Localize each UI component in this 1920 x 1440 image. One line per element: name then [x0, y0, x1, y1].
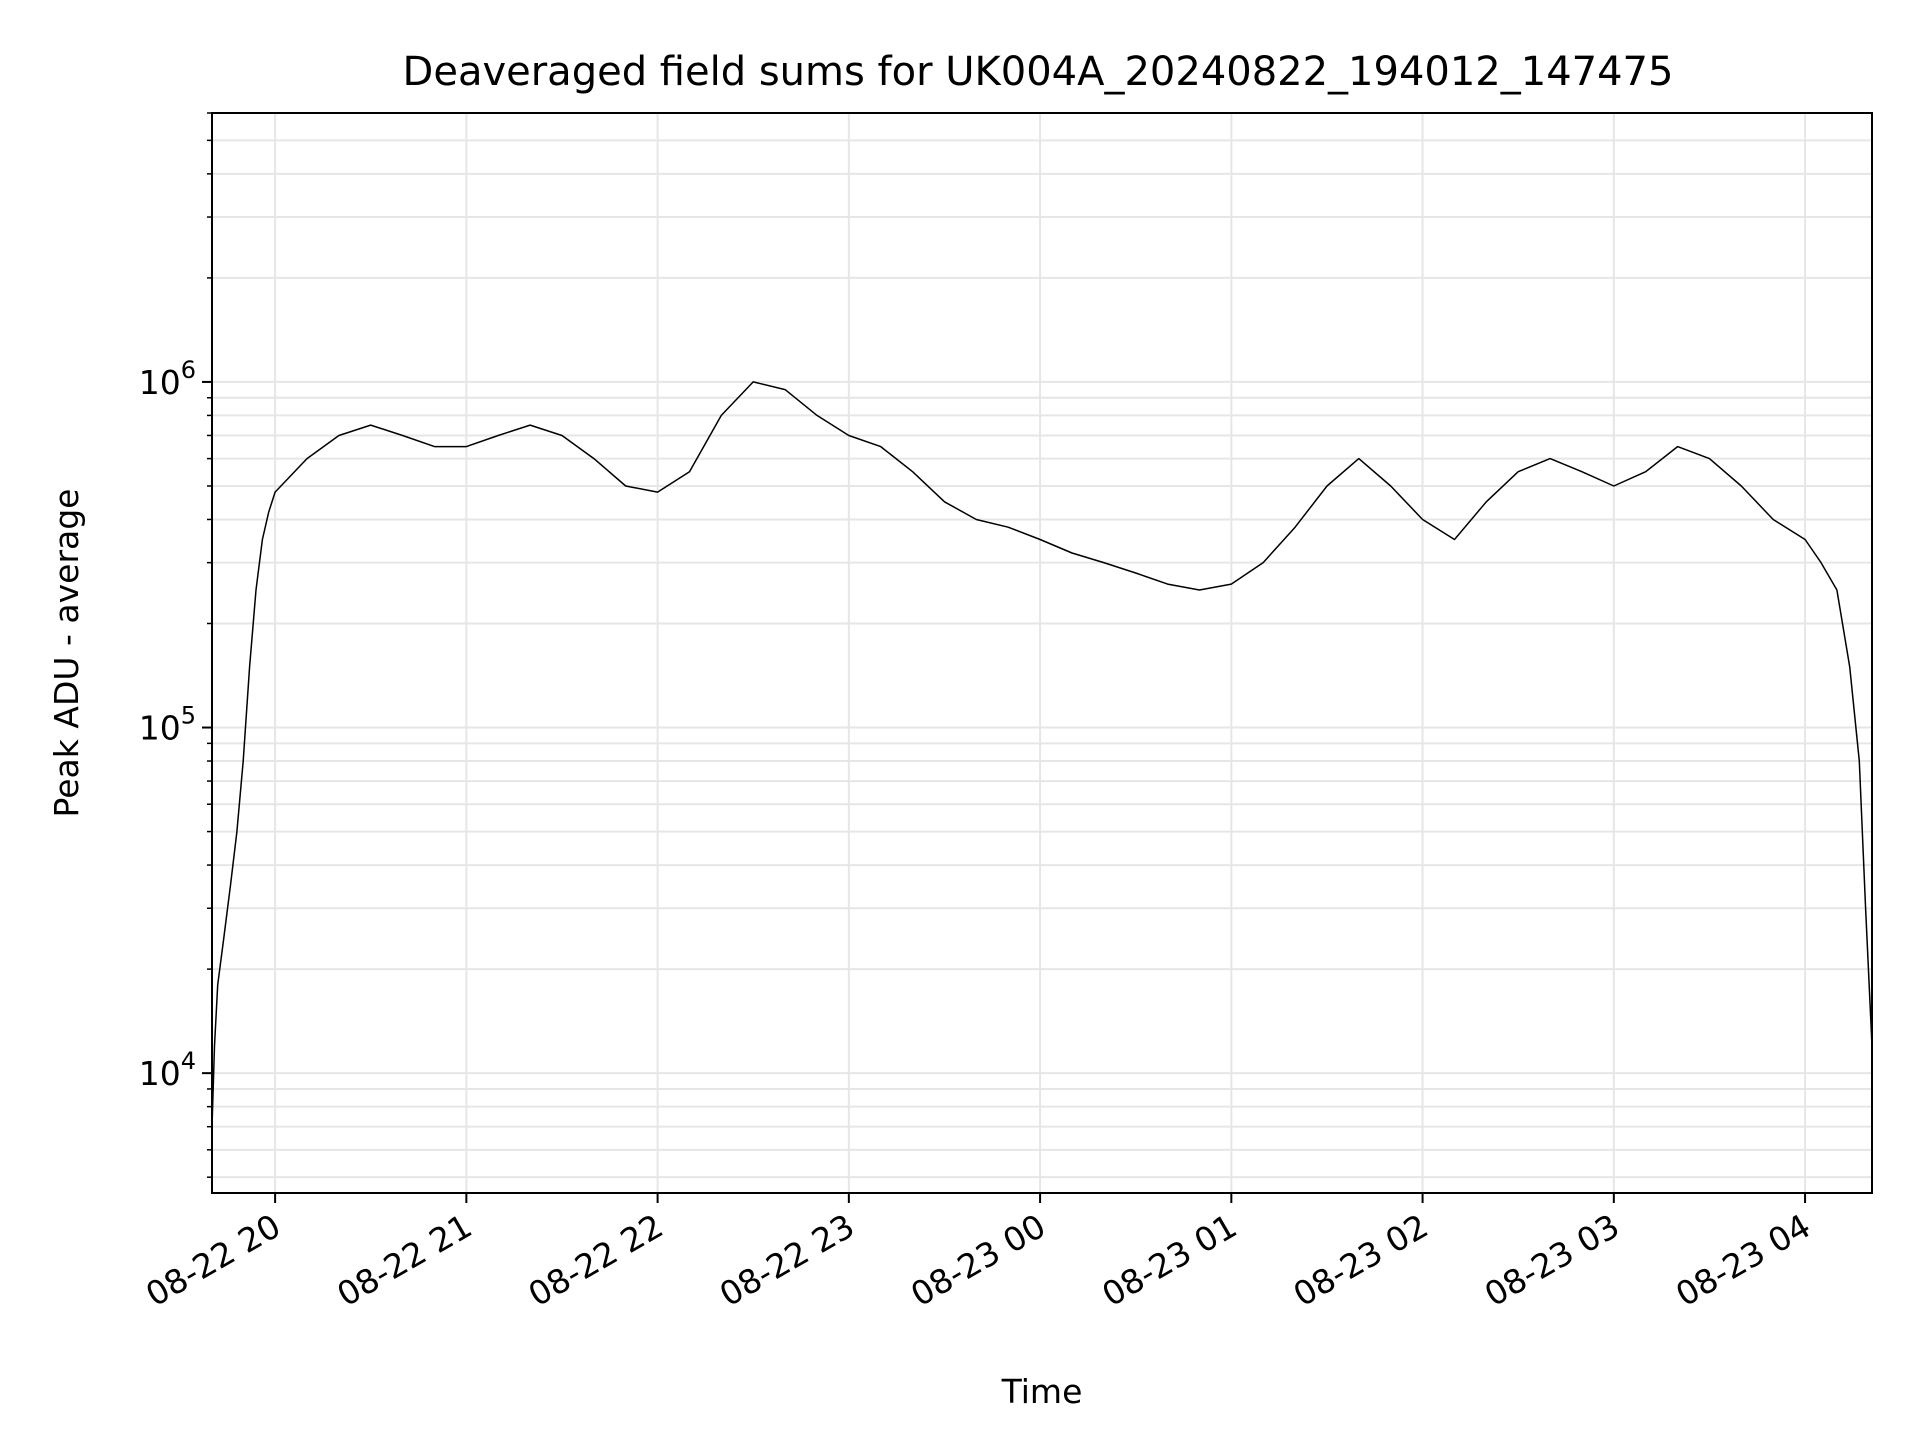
x-tick-label: 08-23 03 [1478, 1206, 1626, 1314]
y-tick-label: 104 [139, 1047, 196, 1093]
x-tick-label: 08-22 21 [330, 1206, 478, 1314]
x-tick-label: 08-22 22 [522, 1206, 670, 1314]
y-tick-label: 105 [139, 702, 196, 748]
x-tick-label: 08-22 20 [139, 1206, 287, 1314]
x-tick-label: 08-22 23 [713, 1206, 861, 1314]
grid [212, 112, 1872, 1193]
x-tick-label: 08-23 01 [1095, 1206, 1243, 1314]
chart-title: Deaveraged field sums for UK004A_2024082… [403, 49, 1674, 95]
x-tick-label: 08-23 02 [1287, 1206, 1435, 1314]
plot-frame [211, 112, 1873, 1194]
x-tick-label: 08-23 00 [904, 1206, 1052, 1314]
y-axis: 104 105 106 [139, 112, 212, 1178]
series-line [211, 381, 1873, 1127]
x-axis: 08-22 20 08-22 21 08-22 22 08-22 23 08-23 00… [139, 1193, 1817, 1314]
x-axis-label: Time [1001, 1372, 1083, 1411]
y-axis-label: Peak ADU - average [47, 489, 86, 818]
x-tick-label: 08-23 04 [1669, 1206, 1817, 1314]
plot-area [211, 381, 1873, 1127]
y-tick-label: 106 [139, 356, 196, 402]
